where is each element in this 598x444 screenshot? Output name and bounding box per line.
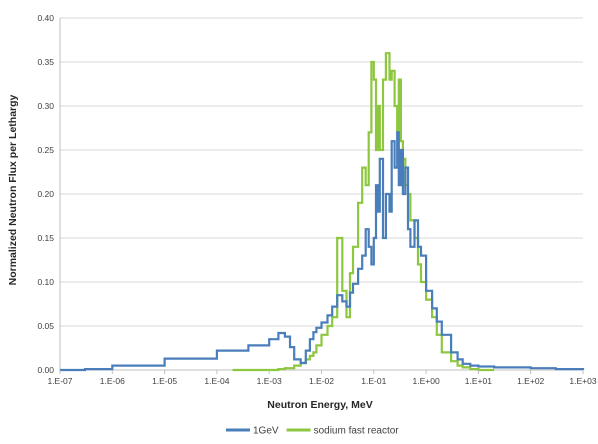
y-tick-label: 0.15 xyxy=(37,233,54,243)
legend-label: 1GeV xyxy=(253,426,279,437)
y-tick-label: 0.10 xyxy=(37,277,54,287)
x-tick-label: 1.E+01 xyxy=(465,376,492,386)
y-tick-label: 0.00 xyxy=(37,365,54,375)
x-tick-labels: 1.E-07 1.E-06 1.E-05 1.E-04 1.E-03 1.E-02 1.E-… xyxy=(47,370,597,386)
x-tick-label: 1.E+00 xyxy=(413,376,440,386)
x-tick-label: 1.E-03 xyxy=(257,376,282,386)
x-tick-label: 1.E-06 xyxy=(100,376,125,386)
y-gridlines xyxy=(60,17,583,371)
x-tick-label: 1.E-01 xyxy=(361,376,386,386)
x-tick-label: 1.E-04 xyxy=(204,376,229,386)
legend: 1GeV sodium fast reactor xyxy=(226,426,399,437)
series-line-1gev xyxy=(60,131,585,372)
x-tick-label: 1.E+02 xyxy=(517,376,544,386)
x-tick-label: 1.E+03 xyxy=(569,376,596,386)
y-tick-labels: 0.00 0.05 0.10 0.15 0.20 0.25 0.30 0.35 0.40 xyxy=(37,13,54,375)
y-tick-label: 0.05 xyxy=(37,321,54,331)
y-tick-label: 0.40 xyxy=(37,13,54,23)
legend-label: sodium fast reactor xyxy=(314,426,400,437)
x-tick-label: 1.E-02 xyxy=(309,376,334,386)
y-tick-label: 0.20 xyxy=(37,189,54,199)
x-tick-label: 1.E-05 xyxy=(152,376,177,386)
x-axis-title: Neutron Energy, MeV xyxy=(267,399,372,411)
y-tick-label: 0.30 xyxy=(37,101,54,111)
series-line-sodium-fast-reactor xyxy=(232,52,495,372)
x-tick-label: 1.E-07 xyxy=(47,376,72,386)
y-axis-title: Normalized Neutron Flux per Lethargy xyxy=(7,94,19,285)
y-tick-label: 0.35 xyxy=(37,57,54,67)
y-tick-label: 0.25 xyxy=(37,145,54,155)
series-layer xyxy=(60,52,585,372)
